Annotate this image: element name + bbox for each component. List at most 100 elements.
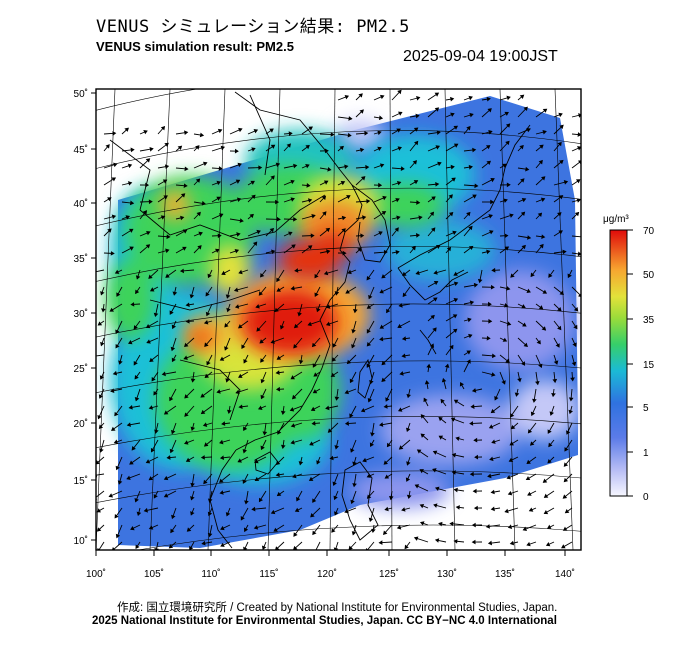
wind-arrowhead xyxy=(145,244,151,249)
wind-arrowhead xyxy=(344,421,350,426)
wind-arrowhead xyxy=(205,311,211,317)
wind-arrowhead xyxy=(130,302,135,307)
wind-arrowhead xyxy=(290,285,295,291)
wind-arrowhead xyxy=(451,177,456,182)
wind-arrowhead xyxy=(196,211,201,217)
wind-arrowhead xyxy=(114,513,119,519)
wind-arrowhead xyxy=(505,123,511,128)
wind-arrowhead xyxy=(327,428,333,433)
wind-arrowhead xyxy=(310,406,316,412)
pm25-concentration-layer xyxy=(96,89,581,550)
wind-arrowhead xyxy=(366,198,371,204)
wind-arrowhead xyxy=(532,398,537,403)
wind-arrowhead xyxy=(377,130,382,136)
wind-arrowhead xyxy=(169,396,174,402)
wind-arrowhead xyxy=(260,394,265,400)
wind-arrowhead xyxy=(470,404,475,409)
wind-arrowhead xyxy=(431,196,436,201)
wind-arrowhead xyxy=(148,405,154,410)
wind-arrowhead xyxy=(204,373,210,379)
wind-arrowhead xyxy=(466,350,471,355)
wind-arrowhead xyxy=(195,145,200,150)
wind-arrowhead xyxy=(252,241,258,247)
wind-arrowhead xyxy=(452,230,457,236)
wind-arrowhead xyxy=(459,382,465,387)
wind-arrowhead xyxy=(135,289,140,295)
wind-arrowhead xyxy=(547,524,552,529)
wind-arrowhead xyxy=(360,233,365,239)
wind-arrowhead xyxy=(219,356,225,361)
wind-arrowhead xyxy=(148,199,153,205)
wind-arrowhead xyxy=(379,324,385,329)
wind-arrowhead xyxy=(308,126,313,131)
wind-arrowhead xyxy=(201,540,206,546)
wind-arrowhead xyxy=(257,405,263,410)
wind-arrowhead xyxy=(396,180,402,186)
wind-arrowhead xyxy=(130,147,135,153)
wind-arrowhead xyxy=(405,427,411,433)
wind-arrow xyxy=(96,354,105,357)
wind-arrowhead xyxy=(276,386,281,392)
wind-arrowhead xyxy=(258,165,263,171)
wind-arrowhead xyxy=(127,181,133,186)
wind-arrowhead xyxy=(142,210,148,215)
wind-arrowhead xyxy=(432,297,438,302)
wind-arrowhead xyxy=(215,248,220,253)
wind-arrowhead xyxy=(406,461,411,466)
wind-arrowhead xyxy=(472,488,477,494)
wind-arrowhead xyxy=(115,329,120,335)
wind-arrowhead xyxy=(573,324,578,330)
wind-arrowhead xyxy=(310,513,315,518)
wind-arrowhead xyxy=(504,303,509,308)
wind-arrowhead xyxy=(406,494,412,499)
wind-arrowhead xyxy=(366,276,371,281)
wind-arrowhead xyxy=(377,146,382,152)
wind-arrowhead xyxy=(235,389,240,395)
wind-arrowhead xyxy=(189,294,195,299)
wind-arrowhead xyxy=(203,442,209,447)
wind-arrowhead xyxy=(307,198,313,203)
wind-arrowhead xyxy=(432,450,438,455)
wind-arrowhead xyxy=(450,417,456,422)
wind-arrowhead xyxy=(381,360,386,366)
lon-label: 110˚ xyxy=(201,568,220,580)
wind-arrowhead xyxy=(314,273,319,279)
forecast-timestamp: 2025-09-04 19:00JST xyxy=(403,48,558,65)
wind-arrowhead xyxy=(557,325,562,331)
wind-arrowhead xyxy=(547,429,552,434)
wind-arrowhead xyxy=(446,246,452,252)
wind-arrowhead xyxy=(453,298,459,303)
wind-arrowhead xyxy=(542,289,548,294)
wind-arrowhead xyxy=(183,440,189,445)
wind-arrowhead xyxy=(220,145,226,151)
wind-arrowhead xyxy=(100,291,105,296)
wind-arrowhead xyxy=(240,516,245,521)
wind-arrowhead xyxy=(250,180,255,185)
wind-arrowhead xyxy=(236,197,242,202)
wind-arrowhead xyxy=(189,545,194,550)
wind-arrowhead xyxy=(185,302,190,308)
wind-arrowhead xyxy=(345,289,350,294)
wind-arrowhead xyxy=(506,95,511,101)
wind-arrowhead xyxy=(276,355,282,360)
wind-arrowhead xyxy=(519,144,524,150)
wind-arrowhead xyxy=(360,176,366,181)
wind-arrowhead xyxy=(160,125,166,131)
wind-arrowhead xyxy=(432,327,437,332)
wind-arrowhead xyxy=(271,249,276,255)
wind-arrowhead xyxy=(467,317,472,323)
colorbar: μg/m³ 70 50 35 15 5 1 0 xyxy=(603,214,655,503)
wind-arrowhead xyxy=(163,195,168,200)
wind-arrowhead xyxy=(219,490,224,495)
wind-arrowhead xyxy=(297,312,302,317)
wind-arrowhead xyxy=(490,199,495,205)
wind-arrowhead xyxy=(346,359,352,365)
wind-arrowhead xyxy=(117,480,123,485)
wind-arrowhead xyxy=(110,388,115,393)
lon-label: 140˚ xyxy=(555,568,575,580)
wind-arrowhead xyxy=(275,460,281,466)
wind-arrowhead xyxy=(258,497,264,503)
wind-arrowhead xyxy=(325,227,331,233)
wind-arrowhead xyxy=(504,246,510,251)
wind-arrowhead xyxy=(367,397,373,403)
